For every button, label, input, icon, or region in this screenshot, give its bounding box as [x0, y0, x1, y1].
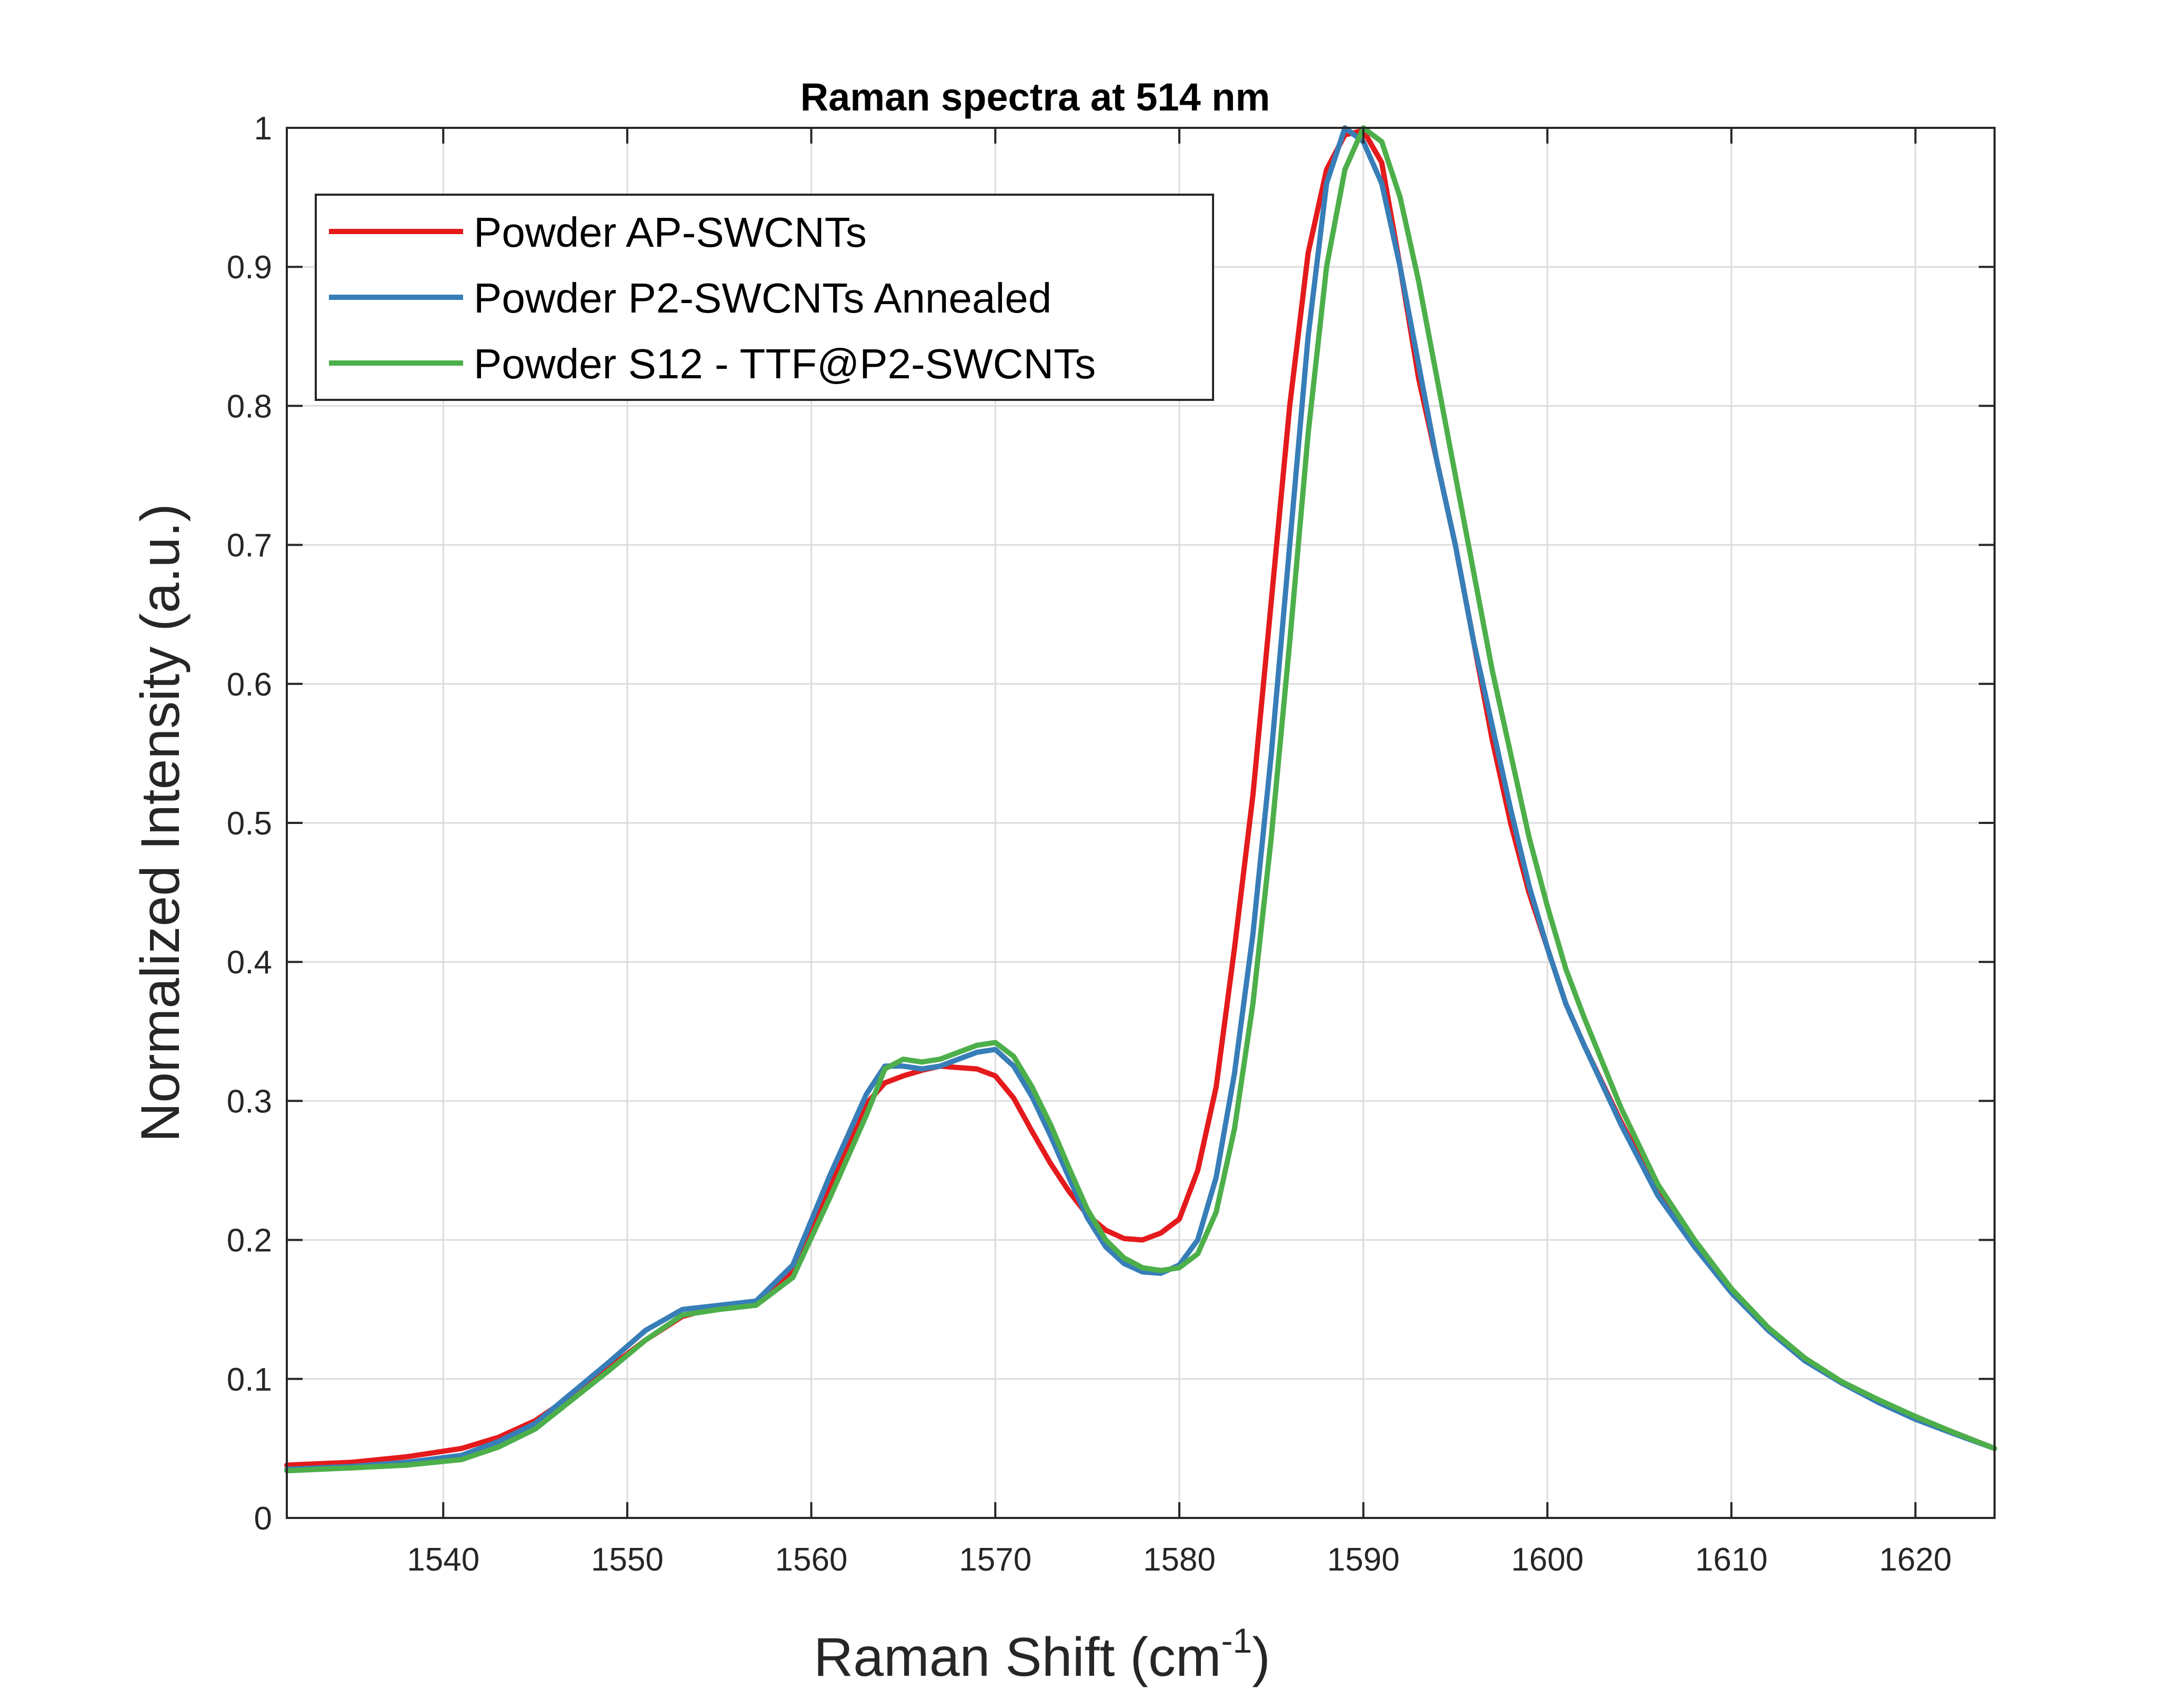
- chart-title: Raman spectra at 514 nm: [800, 75, 1270, 119]
- y-tick-label: 0.4: [227, 944, 272, 981]
- y-tick-label: 0.8: [227, 388, 272, 425]
- x-tick-label: 1540: [407, 1542, 479, 1578]
- legend-label-p2-swcnts-annealed: Powder P2-SWCNTs Annealed: [474, 275, 1051, 321]
- series-line-s12-ttf-p2-swcnts: [284, 125, 1997, 1474]
- y-tick-label: 0: [254, 1501, 272, 1537]
- y-tick-label: 0.1: [227, 1362, 272, 1398]
- legend: Powder AP-SWCNTs Powder P2-SWCNTs Anneal…: [315, 194, 1214, 401]
- x-tick-label: 1590: [1327, 1542, 1400, 1578]
- y-tick-label: 0.6: [227, 667, 272, 703]
- ticks: 1540 1550 1560 1570 1580 1590 1600 1610 1620 0 0.1…: [227, 110, 1995, 1578]
- legend-label-s12-ttf-p2-swcnts: Powder S12 - TTF@P2-SWCNTs: [474, 340, 1096, 387]
- x-axis-label-main: Raman Shift (cm: [814, 1627, 1221, 1688]
- x-axis-label: Raman Shift (cm-1): [814, 1621, 1270, 1688]
- x-tick-label: 1560: [775, 1542, 848, 1578]
- y-axis-label: Normalized Intensity (a.u.): [130, 504, 191, 1142]
- x-tick-label: 1550: [591, 1542, 664, 1578]
- y-tick-label: 0.3: [227, 1083, 272, 1120]
- series-line-p2-swcnts-annealed: [284, 125, 1997, 1472]
- y-tick-label: 0.7: [227, 528, 272, 564]
- x-tick-label: 1610: [1695, 1542, 1768, 1578]
- x-tick-label: 1570: [959, 1542, 1031, 1578]
- legend-box: [315, 194, 1214, 401]
- y-tick-label: 0.5: [227, 806, 272, 842]
- x-axis-label-suffix: ): [1252, 1627, 1270, 1688]
- y-tick-label: 1: [254, 110, 272, 147]
- series-layer: [284, 125, 1997, 1474]
- x-tick-label: 1600: [1511, 1542, 1584, 1578]
- y-tick-label: 0.9: [227, 249, 272, 286]
- legend-label-ap-swcnts: Powder AP-SWCNTs: [474, 209, 867, 256]
- y-tick-label: 0.2: [227, 1223, 272, 1259]
- x-axis-label-superscript: -1: [1221, 1621, 1253, 1660]
- x-tick-label: 1580: [1143, 1542, 1216, 1578]
- x-tick-label: 1620: [1879, 1542, 1952, 1578]
